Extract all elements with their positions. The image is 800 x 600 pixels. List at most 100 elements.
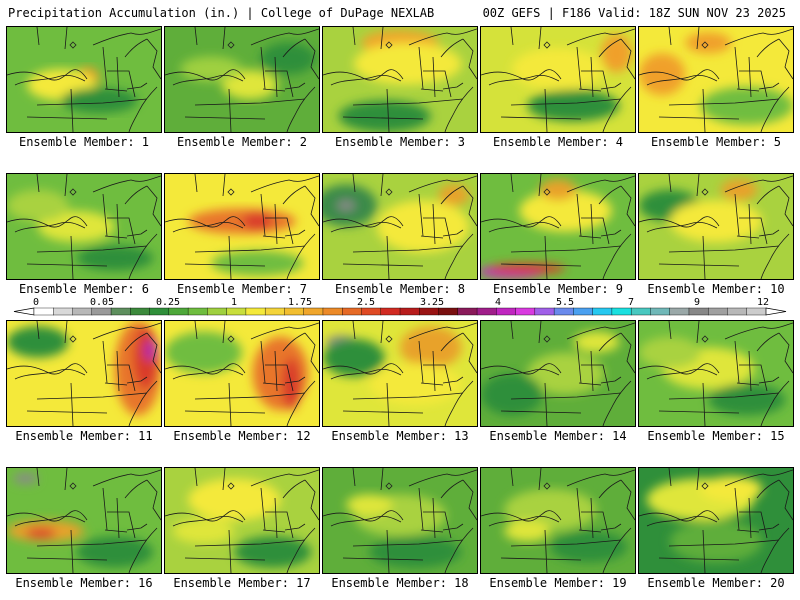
- precip-map: [481, 468, 635, 573]
- boundary-line: [7, 69, 88, 81]
- precip-map: [323, 468, 477, 573]
- boundary-line: [646, 515, 718, 527]
- precip-contour: [336, 200, 356, 211]
- boundary-line: [165, 510, 246, 522]
- boundary-line: [581, 70, 622, 98]
- precip-contour: [165, 331, 242, 374]
- boundary-line: [172, 368, 244, 380]
- colorbar-swatch: [361, 307, 382, 316]
- precip-contour: [13, 473, 38, 484]
- precip-contour: [346, 494, 393, 516]
- boundary-line: [440, 38, 477, 80]
- boundary-line: [440, 185, 477, 227]
- header-valid-time: 00Z GEFS | F186 Valid: 18Z SUN NOV 23 20…: [482, 6, 786, 20]
- precip-contour: [639, 336, 701, 369]
- precip-map: [7, 321, 161, 426]
- boundary-line: [36, 174, 120, 245]
- ensemble-member-label: Ensemble Member: 7: [176, 282, 308, 296]
- ensemble-member-label: Ensemble Member: 6: [18, 282, 150, 296]
- boundary-line: [598, 332, 635, 374]
- precip-contour: [76, 245, 154, 271]
- boundary-line: [282, 38, 319, 80]
- precip-contour: [504, 520, 551, 542]
- map-frame: [322, 320, 478, 427]
- header-title: Precipitation Accumulation (in.) | Colle…: [8, 6, 435, 20]
- boundary-line: [124, 479, 161, 521]
- precip-contour: [76, 536, 154, 568]
- precip-colorbar: [0, 296, 800, 320]
- colorbar-swatch: [380, 307, 401, 316]
- precip-contour: [669, 200, 763, 243]
- station-marker-icon: [227, 482, 235, 490]
- precip-contour: [527, 352, 605, 395]
- boundary-line: [194, 468, 278, 539]
- boundary-line: [423, 364, 464, 392]
- station-marker-icon: [385, 188, 393, 196]
- station-marker-icon: [543, 188, 551, 196]
- boundary-line: [128, 233, 158, 279]
- precip-contour: [700, 476, 763, 502]
- map-frame: [6, 173, 162, 280]
- map-frame: [638, 26, 794, 133]
- boundary-line: [265, 70, 306, 98]
- boundary-line: [658, 88, 780, 132]
- boundary-line: [107, 364, 148, 392]
- colorbar-swatch: [53, 307, 74, 316]
- boundary-line: [92, 175, 161, 193]
- colorbar-swatch: [168, 307, 189, 316]
- precip-contour: [353, 42, 462, 85]
- boundary-line: [756, 479, 793, 521]
- boundary-line: [7, 216, 88, 228]
- boundary-line: [342, 529, 464, 573]
- boundary-line: [286, 380, 316, 426]
- boundary-line: [444, 233, 474, 279]
- boundary-line: [581, 364, 622, 392]
- boundary-line: [488, 74, 560, 86]
- boundary-line: [566, 175, 635, 193]
- boundary-line: [423, 70, 464, 98]
- station-marker-icon: [227, 41, 235, 49]
- map-frame: [638, 467, 794, 574]
- station-marker-icon: [385, 41, 393, 49]
- colorbar-tick-label: 3.25: [419, 297, 445, 308]
- boundary-line: [184, 235, 306, 279]
- boundary-line: [26, 382, 148, 426]
- boundary-line: [36, 27, 120, 98]
- precip-contour: [188, 208, 296, 234]
- boundary-line: [408, 175, 477, 193]
- colorbar-left-arrow-icon: [13, 307, 35, 316]
- colorbar-tick-label: 5.5: [555, 297, 575, 308]
- boundary-line: [566, 322, 635, 340]
- boundary-line: [128, 527, 158, 573]
- boundary-line: [323, 510, 404, 522]
- precip-contour: [400, 326, 462, 369]
- precip-map: [639, 468, 793, 573]
- station-marker-icon: [385, 482, 393, 490]
- boundary-line: [602, 527, 632, 573]
- colorbar-swatch: [91, 307, 112, 316]
- boundary-line: [265, 217, 306, 245]
- boundary-line: [598, 38, 635, 80]
- station-marker-icon: [701, 41, 709, 49]
- boundary-line: [282, 185, 319, 227]
- colorbar-swatch: [419, 307, 440, 316]
- boundary-line: [194, 174, 278, 245]
- boundary-line: [760, 380, 790, 426]
- map-frame: [164, 467, 320, 574]
- boundary-line: [92, 28, 161, 46]
- colorbar-swatch: [746, 307, 767, 316]
- boundary-line: [352, 468, 436, 539]
- boundary-line: [510, 321, 594, 392]
- precip-contour: [172, 518, 235, 544]
- precip-contour: [369, 363, 462, 405]
- colorbar-swatch: [611, 307, 632, 316]
- boundary-line: [598, 479, 635, 521]
- boundary-line: [481, 216, 562, 228]
- boundary-line: [342, 88, 464, 132]
- colorbar-swatch: [438, 307, 459, 316]
- precip-contour: [338, 100, 431, 132]
- precip-contour: [260, 42, 316, 75]
- colorbar-swatch: [187, 307, 208, 316]
- colorbar-swatch: [264, 307, 285, 316]
- boundary-line: [760, 527, 790, 573]
